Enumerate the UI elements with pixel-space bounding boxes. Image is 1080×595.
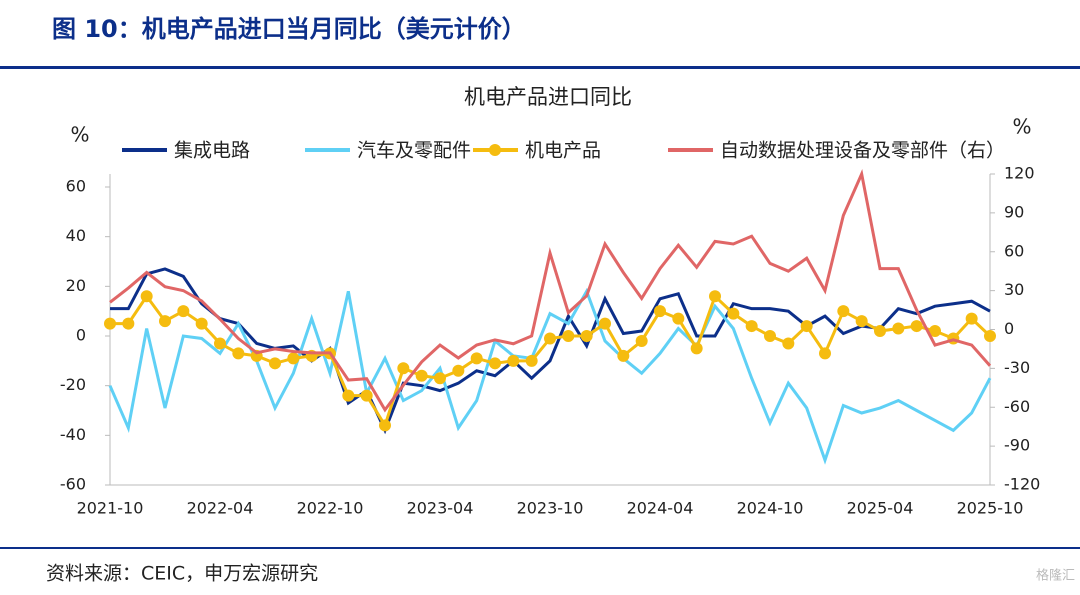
- x-tick-label: 2024-10: [737, 499, 804, 518]
- point: [654, 305, 666, 318]
- point: [562, 330, 575, 342]
- point: [397, 362, 410, 375]
- point: [452, 364, 465, 377]
- series-line: [110, 267, 991, 435]
- y2-tick-label: 90: [1004, 202, 1024, 221]
- point: [140, 290, 153, 303]
- point: [965, 312, 978, 325]
- point: [269, 357, 281, 370]
- point: [214, 337, 226, 350]
- y2-tick-label: 0: [1004, 319, 1014, 338]
- point: [122, 317, 135, 330]
- point: [709, 290, 721, 303]
- point: [874, 325, 886, 338]
- point: [892, 322, 905, 335]
- y-tick-label: 40: [66, 226, 86, 245]
- point: [287, 352, 300, 365]
- point: [672, 312, 685, 325]
- point: [580, 330, 593, 342]
- point: [782, 337, 795, 350]
- page-title: 图 10：机电产品进口当月同比（美元计价）: [52, 15, 526, 43]
- point: [489, 357, 501, 370]
- point: [837, 305, 850, 318]
- x-tick-label: 2025-10: [957, 499, 1024, 518]
- y2-tick-label: -120: [1004, 475, 1040, 494]
- legend-label: 自动数据处理设备及零部件（右）: [720, 140, 1005, 162]
- chart-title: 机电产品进口同比: [464, 85, 632, 109]
- point: [690, 342, 703, 355]
- series-line: [109, 169, 992, 413]
- watermark: 格隆汇: [1036, 568, 1075, 584]
- x-tick-label: 2022-04: [187, 499, 254, 518]
- source: 资料来源：CEIC，申万宏源研究: [46, 563, 318, 585]
- x-tick-label: 2021-10: [77, 499, 144, 518]
- point: [104, 317, 116, 330]
- legend-marker: [489, 144, 501, 156]
- point: [599, 317, 611, 330]
- point: [379, 419, 391, 432]
- point: [415, 369, 428, 382]
- point: [635, 334, 648, 347]
- y-tick-label: -60: [60, 475, 86, 494]
- y2-tick-label: -30: [1004, 358, 1030, 377]
- point: [195, 317, 208, 330]
- footer-rule: [0, 547, 1080, 549]
- point: [984, 330, 996, 342]
- legend-label: 汽车及零配件: [357, 140, 471, 162]
- y2-tick-label: 60: [1004, 241, 1024, 260]
- y-tick-label: 0: [76, 326, 86, 345]
- y2-tick-label: 30: [1004, 280, 1024, 299]
- y-tick-label: 20: [66, 276, 86, 295]
- y2-tick-label: -60: [1004, 397, 1030, 416]
- y2-label: %: [1012, 115, 1031, 139]
- y2-tick-label: 120: [1004, 164, 1035, 183]
- point: [727, 307, 740, 320]
- x-tick-label: 2025-04: [847, 499, 914, 518]
- y-tick-label: -20: [60, 375, 86, 394]
- x-tick-label: 2023-10: [517, 499, 584, 518]
- y2-tick-label: -90: [1004, 436, 1030, 455]
- point: [525, 354, 538, 367]
- y-tick-label: -40: [60, 425, 86, 444]
- point: [177, 305, 190, 318]
- x-tick-label: 2022-10: [297, 499, 364, 518]
- point: [232, 347, 245, 360]
- point: [764, 330, 776, 342]
- point: [544, 332, 556, 345]
- point: [434, 372, 446, 385]
- point: [470, 352, 483, 365]
- point: [855, 315, 868, 328]
- x-tick-label: 2024-04: [627, 499, 694, 518]
- point: [819, 347, 831, 360]
- point: [159, 315, 171, 328]
- point: [800, 320, 813, 333]
- y-tick-label: 60: [66, 177, 86, 196]
- legend-label: 机电产品: [525, 140, 601, 162]
- point: [617, 349, 630, 362]
- point: [342, 389, 355, 402]
- x-tick-label: 2023-04: [407, 499, 474, 518]
- legend-label: 集成电路: [174, 140, 250, 162]
- point: [507, 354, 520, 367]
- point: [745, 320, 758, 333]
- header-rule: [0, 66, 1080, 69]
- point: [360, 389, 373, 402]
- point: [929, 325, 941, 338]
- y-label: %: [70, 123, 89, 147]
- point: [910, 320, 923, 333]
